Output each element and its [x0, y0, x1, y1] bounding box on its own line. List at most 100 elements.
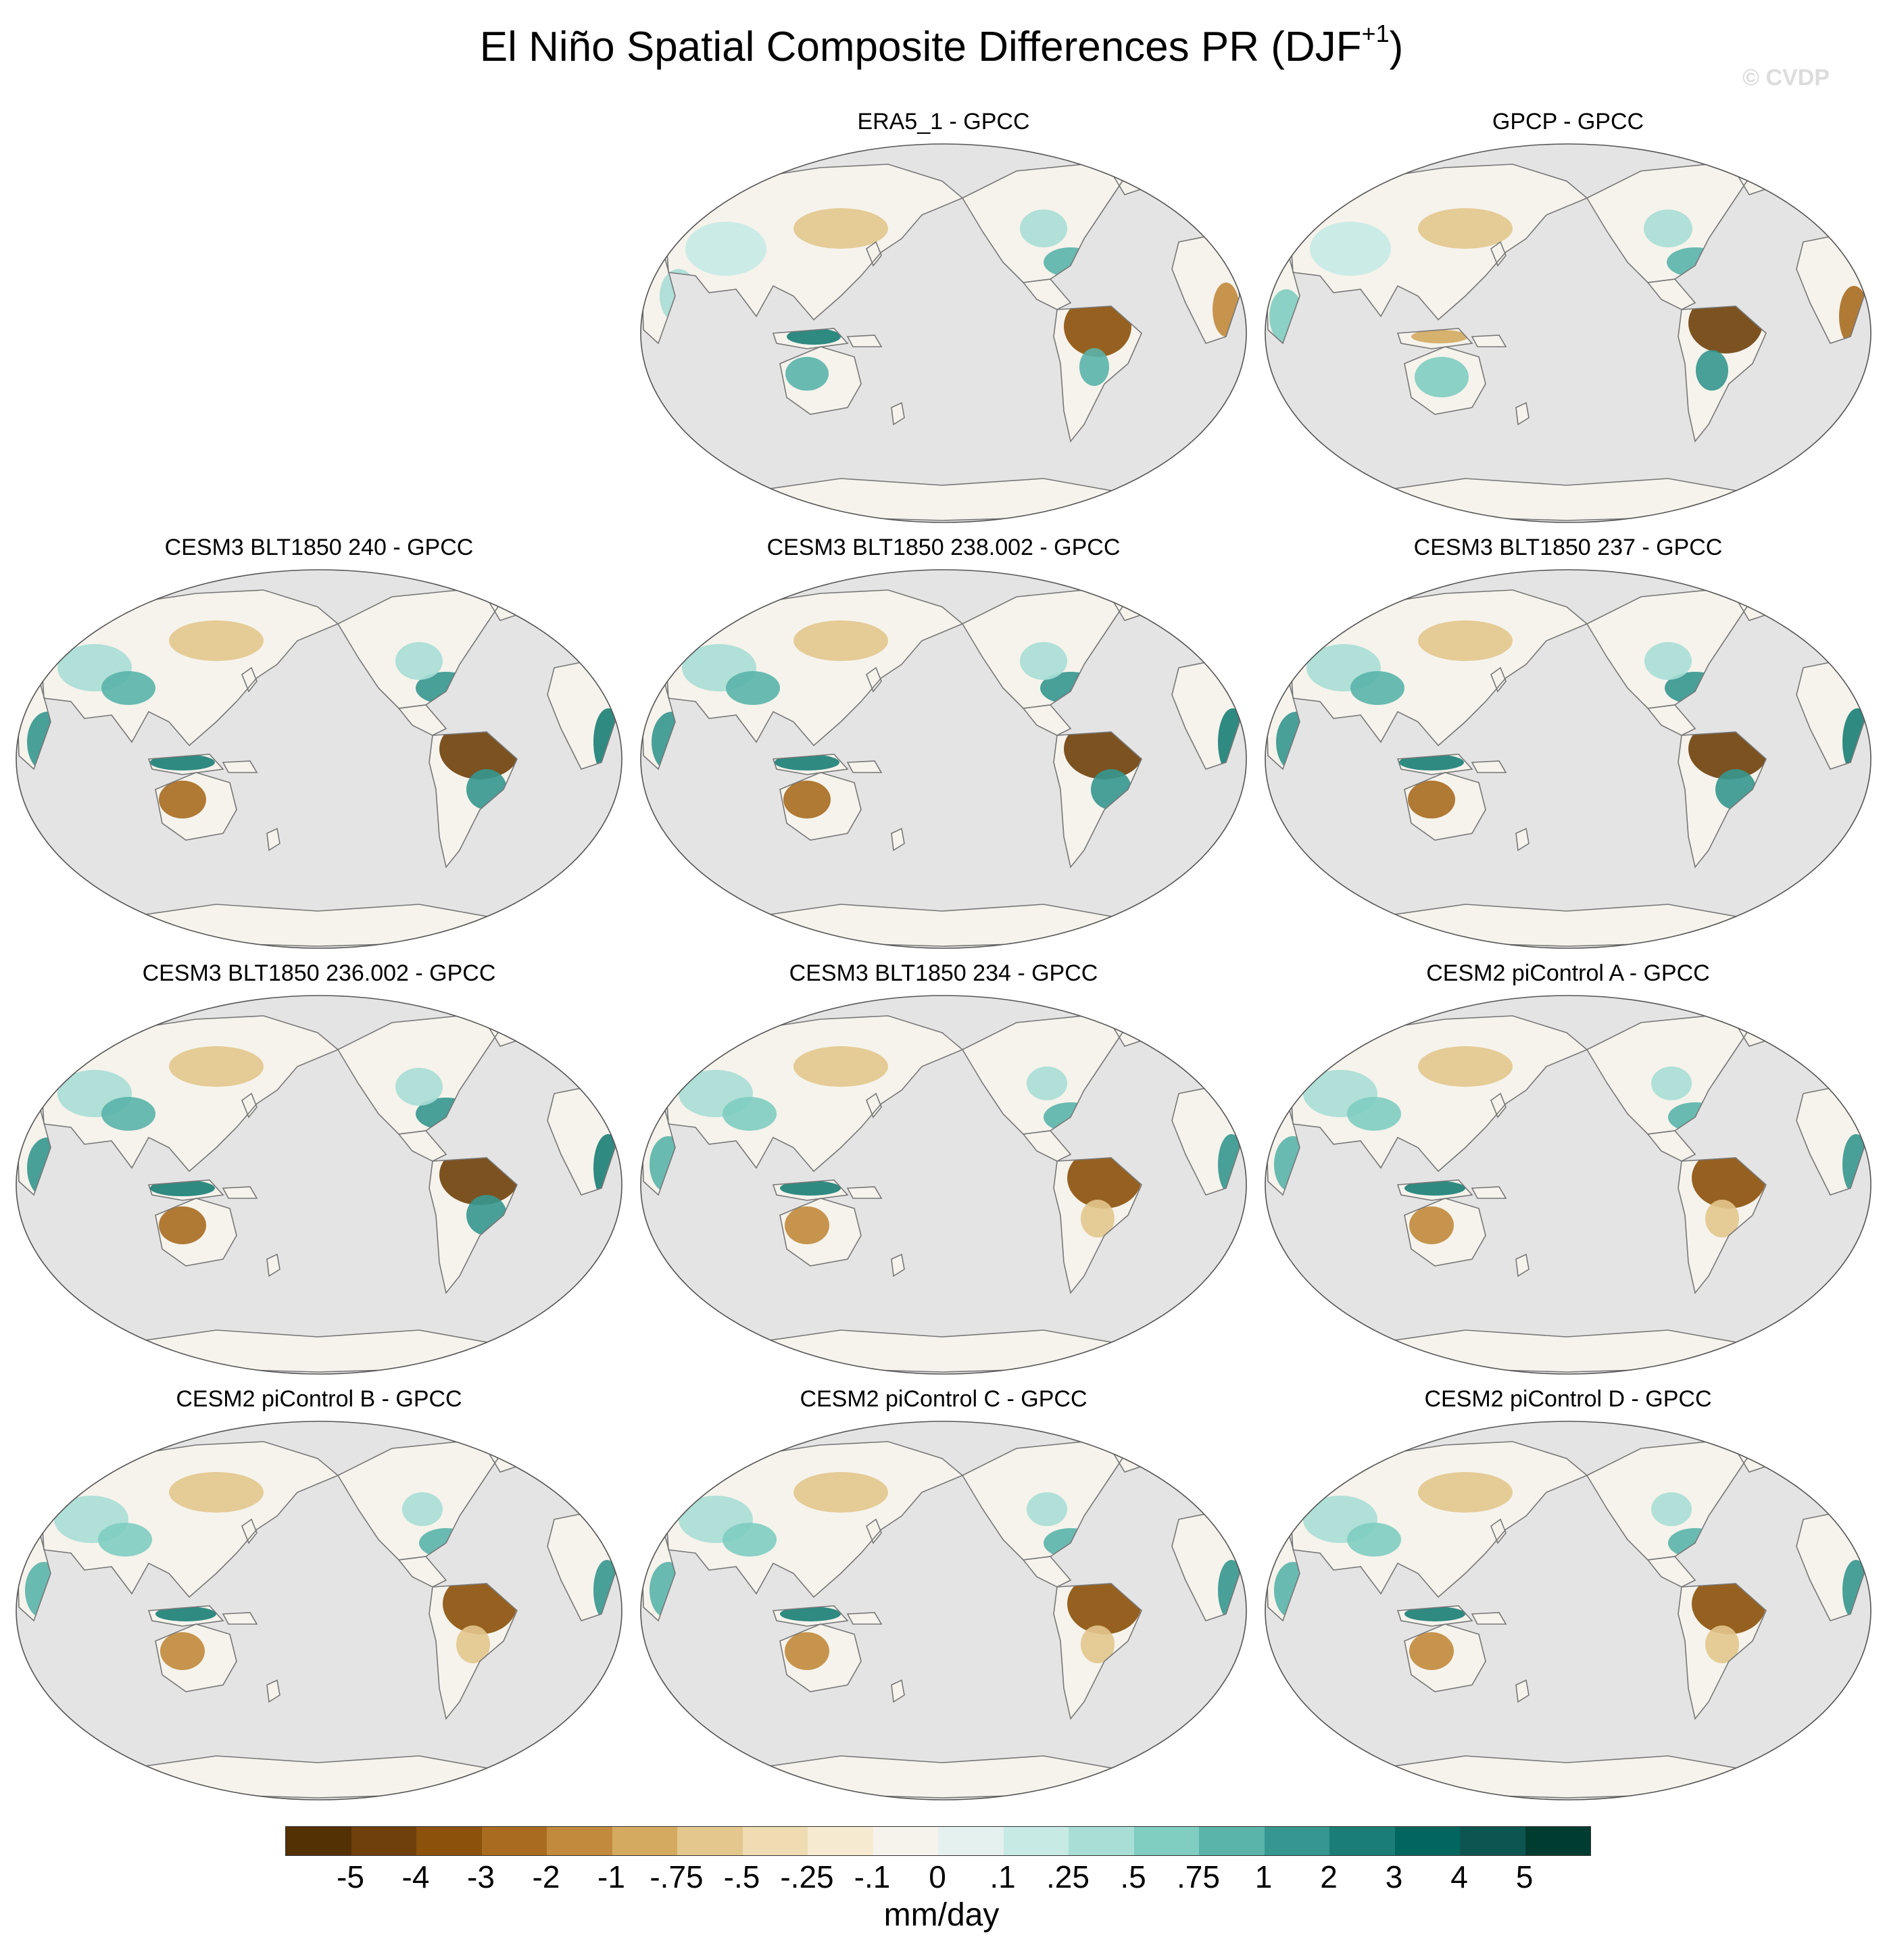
coastline: [40, 589, 339, 747]
land-new-zealand: [267, 1254, 280, 1276]
panel-title: GPCP - GPCC: [1492, 109, 1644, 134]
panel-title: CESM3 BLT1850 238.002 - GPCC: [766, 535, 1121, 560]
map-border: [640, 569, 1247, 949]
anomaly-region: [101, 1097, 155, 1131]
land-antarctica: [1371, 479, 1763, 520]
map-panel: ERA5_1 - GPCC: [638, 108, 1249, 526]
map-border: [1265, 143, 1872, 523]
coastline: [397, 704, 447, 736]
colorbar-swatch: [1525, 1827, 1590, 1855]
anomaly-region: [1081, 1625, 1115, 1663]
land-asia: [665, 1442, 962, 1597]
land-antarctica: [746, 1756, 1138, 1798]
coastline: [772, 1179, 849, 1201]
colorbar-tick-label: .5: [1120, 1859, 1146, 1894]
coastline: [1678, 731, 1767, 868]
land-central-america: [1648, 705, 1695, 735]
anomaly-region: [723, 1097, 777, 1131]
land-asia: [1290, 1016, 1587, 1171]
anomaly-region: [793, 1472, 888, 1513]
colorbar-swatch: [938, 1827, 1004, 1855]
anomaly-region: [1418, 1472, 1513, 1513]
anomaly-region: [1418, 1046, 1513, 1087]
colorbar-tick-label: -.25: [780, 1859, 834, 1894]
anomaly-region: [1079, 348, 1109, 386]
coastline: [241, 666, 258, 693]
coastline: [772, 754, 849, 775]
colorbar-tick-label: 4: [1450, 1859, 1468, 1894]
colorbar-tick-label: 3: [1385, 1859, 1403, 1894]
coastline: [1404, 772, 1486, 841]
land-new-guinea: [848, 761, 881, 773]
anomaly-region: [150, 1180, 215, 1196]
map-panel: CESM2 piControl A - GPCC: [1263, 960, 1874, 1377]
anomaly-region: [1651, 1492, 1692, 1526]
robinson-map: [640, 995, 1247, 1375]
coastline: [222, 1612, 258, 1625]
coastline: [961, 589, 1126, 709]
land-asia: [1290, 590, 1587, 745]
land-central-america: [399, 1131, 446, 1161]
colorbar-swatch: [742, 1827, 808, 1855]
coastline: [429, 1583, 518, 1720]
coastline: [155, 772, 237, 841]
land-new-guinea: [223, 1613, 257, 1624]
coastline: [1471, 760, 1507, 773]
coastline: [891, 1253, 905, 1277]
colorbar-swatch: [1069, 1827, 1134, 1855]
anomaly-region: [160, 1632, 205, 1670]
land-new-zealand: [1516, 829, 1529, 850]
coastline: [337, 1441, 502, 1561]
colorbar-tick-label: 5: [1515, 1859, 1534, 1894]
colorbar-tick-label: -1: [597, 1859, 625, 1894]
coastline: [866, 666, 882, 693]
anomaly-region: [101, 671, 155, 705]
coastline: [779, 772, 862, 841]
anomaly-region: [726, 671, 780, 705]
anomaly-region: [169, 620, 264, 661]
anomaly-region: [169, 1046, 264, 1087]
land-antarctica: [122, 904, 514, 946]
coastline: [1646, 1556, 1696, 1588]
coastline: [1678, 1583, 1767, 1720]
land-antarctica: [1371, 1330, 1763, 1372]
land-new-guinea: [848, 335, 881, 347]
anomaly-region: [1418, 208, 1513, 249]
colorbar-swatch: [677, 1827, 743, 1855]
colorbar-swatch: [1394, 1827, 1460, 1855]
land-central-america: [1023, 279, 1071, 310]
precip-anomaly-field: [25, 1472, 615, 1670]
anomaly-region: [1411, 330, 1468, 343]
anomaly-region: [1020, 642, 1067, 680]
coastline: [1586, 1015, 1751, 1135]
anomaly-region: [1696, 350, 1728, 391]
land-new-zealand: [1516, 1254, 1529, 1276]
anomaly-region: [1409, 1632, 1454, 1670]
anomaly-region: [159, 1206, 206, 1244]
colorbar-tick-label: -2: [532, 1859, 560, 1894]
robinson-map: [1265, 569, 1872, 949]
coastline: [961, 1015, 1126, 1135]
land-new-guinea: [223, 1187, 257, 1198]
colorbar-swatch: [1264, 1827, 1329, 1855]
land-antarctica: [122, 1330, 514, 1372]
colorbar-swatch: [351, 1827, 416, 1855]
coastline: [779, 1623, 862, 1692]
coastline: [1022, 278, 1072, 310]
anomaly-region: [1350, 671, 1404, 705]
land-new-zealand: [1516, 1680, 1529, 1702]
land-central-america: [399, 705, 446, 735]
colorbar-swatch: [1460, 1827, 1525, 1855]
anomaly-region: [787, 328, 841, 345]
coastline: [147, 754, 224, 775]
land-central-america: [399, 1557, 446, 1587]
anomaly-region: [1404, 1607, 1465, 1621]
coastline: [1515, 1253, 1530, 1277]
map-border: [16, 995, 622, 1375]
coastline: [664, 1015, 964, 1173]
robinson-map: [16, 569, 622, 949]
coastline: [1646, 278, 1696, 310]
coastline: [1646, 1130, 1696, 1162]
anomaly-region: [1347, 1097, 1401, 1131]
land-new-guinea: [848, 1187, 881, 1198]
